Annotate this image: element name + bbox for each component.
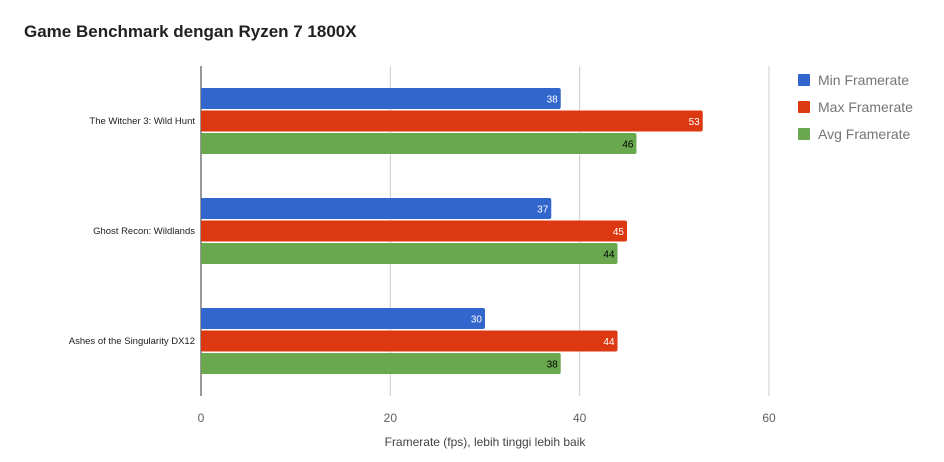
x-axis-title: Framerate (fps), lebih tinggi lebih baik xyxy=(385,435,587,449)
legend-item: Avg Framerate xyxy=(798,120,913,147)
bars xyxy=(201,88,703,374)
data-label: 30 xyxy=(471,315,483,326)
data-label: 45 xyxy=(613,227,625,238)
data-label: 44 xyxy=(603,337,615,348)
bar xyxy=(201,330,618,352)
legend-item: Max Framerate xyxy=(798,93,913,120)
category-label: Ashes of the Singularity DX12 xyxy=(69,336,195,347)
data-label: 53 xyxy=(689,117,701,128)
data-label: 46 xyxy=(622,140,634,151)
legend-item: Min Framerate xyxy=(798,66,913,93)
bar xyxy=(201,133,637,154)
bar xyxy=(201,243,618,264)
data-label: 38 xyxy=(547,360,559,371)
legend-label: Avg Framerate xyxy=(818,125,911,142)
legend-label: Min Framerate xyxy=(818,71,910,88)
data-label: 38 xyxy=(547,95,559,106)
category-labels: The Witcher 3: Wild Hunt Ghost Recon: Wil… xyxy=(69,116,196,347)
category-label: Ghost Recon: Wildlands xyxy=(93,226,195,237)
category-label: The Witcher 3: Wild Hunt xyxy=(89,116,195,127)
x-tick-label: 40 xyxy=(573,411,587,425)
legend-swatch xyxy=(798,100,810,113)
legend-label: Max Framerate xyxy=(818,98,913,115)
legend: Min Framerate Max Framerate Avg Framerate xyxy=(798,66,913,147)
data-label: 44 xyxy=(603,250,615,261)
x-tick-labels: 0 20 40 60 xyxy=(198,411,776,425)
bar xyxy=(201,353,561,374)
x-tick-label: 20 xyxy=(384,411,398,425)
legend-swatch xyxy=(798,127,810,140)
legend-swatch xyxy=(798,73,810,86)
bar xyxy=(201,308,485,329)
bar xyxy=(201,198,552,219)
bar xyxy=(201,88,561,109)
data-label: 37 xyxy=(537,205,549,216)
bar xyxy=(201,110,703,132)
x-tick-label: 60 xyxy=(762,411,776,425)
chart-title: Game Benchmark dengan Ryzen 7 1800X xyxy=(24,22,357,41)
data-labels: 38 53 46 37 45 44 30 44 38 xyxy=(471,95,700,371)
x-tick-label: 0 xyxy=(198,411,205,425)
bar xyxy=(201,220,627,242)
